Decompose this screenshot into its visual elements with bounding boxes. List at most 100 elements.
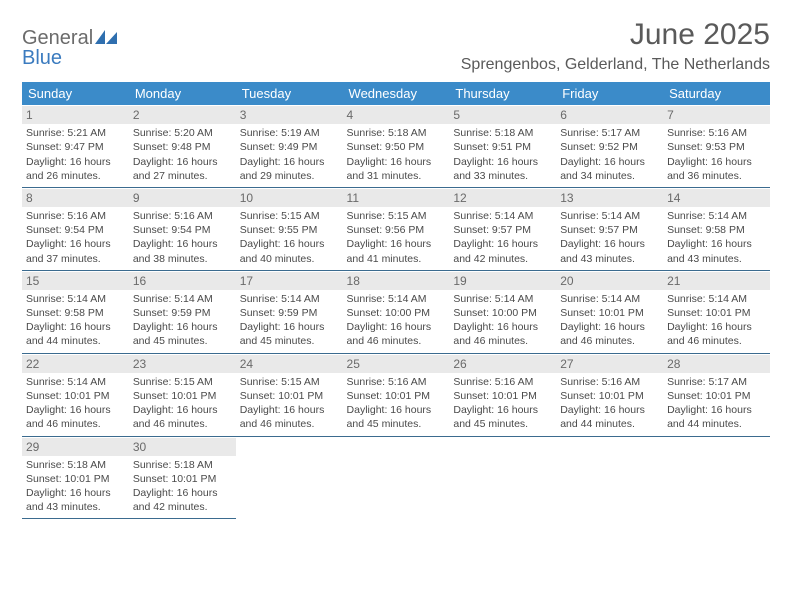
day-number: 28	[663, 355, 770, 373]
location: Sprengenbos, Gelderland, The Netherlands	[461, 56, 770, 74]
daylight-line: Daylight: 16 hours and 43 minutes.	[26, 486, 125, 514]
daylight-line: Daylight: 16 hours and 37 minutes.	[26, 237, 125, 265]
day-number: 8	[22, 189, 129, 207]
sunrise-line: Sunrise: 5:14 AM	[453, 292, 552, 306]
sunset-line: Sunset: 9:48 PM	[133, 140, 232, 154]
sunrise-line: Sunrise: 5:14 AM	[26, 375, 125, 389]
calendar-day-cell: 2 Sunrise: 5:20 AMSunset: 9:48 PMDaylight…	[129, 105, 236, 187]
sunset-line: Sunset: 9:54 PM	[26, 223, 125, 237]
day-number: 29	[22, 438, 129, 456]
calendar-day-cell	[343, 436, 450, 519]
day-number: 21	[663, 272, 770, 290]
daylight-line: Daylight: 16 hours and 45 minutes.	[347, 403, 446, 431]
sunrise-line: Sunrise: 5:14 AM	[560, 209, 659, 223]
calendar-day-cell: 30Sunrise: 5:18 AMSunset: 10:01 PMDaylig…	[129, 436, 236, 519]
sunset-line: Sunset: 10:01 PM	[26, 472, 125, 486]
daylight-line: Daylight: 16 hours and 41 minutes.	[347, 237, 446, 265]
calendar-day-cell: 14Sunrise: 5:14 AMSunset: 9:58 PMDayligh…	[663, 187, 770, 270]
logo: General Blue	[22, 26, 117, 68]
calendar-day-cell	[236, 436, 343, 519]
sunset-line: Sunset: 9:49 PM	[240, 140, 339, 154]
daylight-line: Daylight: 16 hours and 45 minutes.	[133, 320, 232, 348]
weekday-header: Thursday	[449, 82, 556, 105]
sunset-line: Sunset: 10:01 PM	[240, 389, 339, 403]
calendar-day-cell: 16Sunrise: 5:14 AMSunset: 9:59 PMDayligh…	[129, 270, 236, 353]
sunset-line: Sunset: 10:00 PM	[453, 306, 552, 320]
daylight-line: Daylight: 16 hours and 43 minutes.	[667, 237, 766, 265]
sunset-line: Sunset: 9:57 PM	[560, 223, 659, 237]
day-number: 17	[236, 272, 343, 290]
sunrise-line: Sunrise: 5:16 AM	[560, 375, 659, 389]
day-number: 20	[556, 272, 663, 290]
page-title: June 2025	[461, 18, 770, 52]
daylight-line: Daylight: 16 hours and 45 minutes.	[453, 403, 552, 431]
sunset-line: Sunset: 9:59 PM	[133, 306, 232, 320]
daylight-line: Daylight: 16 hours and 44 minutes.	[560, 403, 659, 431]
daylight-line: Daylight: 16 hours and 46 minutes.	[560, 320, 659, 348]
sunset-line: Sunset: 9:59 PM	[240, 306, 339, 320]
calendar-day-cell: 3Sunrise: 5:19 AMSunset: 9:49 PMDaylight…	[236, 105, 343, 187]
sunset-line: Sunset: 10:01 PM	[667, 306, 766, 320]
calendar-day-cell: 22Sunrise: 5:14 AMSunset: 10:01 PMDaylig…	[22, 353, 129, 436]
day-number: 11	[343, 189, 450, 207]
sunset-line: Sunset: 10:01 PM	[133, 389, 232, 403]
calendar-day-cell	[556, 436, 663, 519]
calendar-day-cell: 21Sunrise: 5:14 AMSunset: 10:01 PMDaylig…	[663, 270, 770, 353]
day-number: 18	[343, 272, 450, 290]
sunrise-line: Sunrise: 5:15 AM	[240, 375, 339, 389]
sunrise-line: Sunrise: 5:18 AM	[26, 458, 125, 472]
calendar-day-cell: 8Sunrise: 5:16 AMSunset: 9:54 PMDaylight…	[22, 187, 129, 270]
sunset-line: Sunset: 9:58 PM	[667, 223, 766, 237]
day-number: 24	[236, 355, 343, 373]
calendar-week-row: 22Sunrise: 5:14 AMSunset: 10:01 PMDaylig…	[22, 353, 770, 436]
day-number: 19	[449, 272, 556, 290]
calendar-week-row: 15Sunrise: 5:14 AMSunset: 9:58 PMDayligh…	[22, 270, 770, 353]
daylight-line: Daylight: 16 hours and 38 minutes.	[133, 237, 232, 265]
sunset-line: Sunset: 9:47 PM	[26, 140, 125, 154]
calendar-day-cell: 20Sunrise: 5:14 AMSunset: 10:01 PMDaylig…	[556, 270, 663, 353]
daylight-line: Daylight: 16 hours and 44 minutes.	[667, 403, 766, 431]
weekday-header: Sunday	[22, 82, 129, 105]
calendar-day-cell	[449, 436, 556, 519]
calendar-day-cell: 7Sunrise: 5:16 AMSunset: 9:53 PMDaylight…	[663, 105, 770, 187]
daylight-line: Daylight: 16 hours and 42 minutes.	[133, 486, 232, 514]
calendar-day-cell: 6Sunrise: 5:17 AMSunset: 9:52 PMDaylight…	[556, 105, 663, 187]
calendar-day-cell: 24Sunrise: 5:15 AMSunset: 10:01 PMDaylig…	[236, 353, 343, 436]
day-number: 3	[236, 106, 343, 124]
sunrise-line: Sunrise: 5:16 AM	[347, 375, 446, 389]
sunrise-line: Sunrise: 5:16 AM	[667, 126, 766, 140]
sunrise-line: Sunrise: 5:21 AM	[26, 126, 125, 140]
sunrise-line: Sunrise: 5:17 AM	[667, 375, 766, 389]
sunset-line: Sunset: 9:53 PM	[667, 140, 766, 154]
calendar-day-cell: 4Sunrise: 5:18 AMSunset: 9:50 PMDaylight…	[343, 105, 450, 187]
day-number: 27	[556, 355, 663, 373]
daylight-line: Daylight: 16 hours and 45 minutes.	[240, 320, 339, 348]
sunset-line: Sunset: 9:55 PM	[240, 223, 339, 237]
sunrise-line: Sunrise: 5:18 AM	[347, 126, 446, 140]
calendar-day-cell: 18Sunrise: 5:14 AMSunset: 10:00 PMDaylig…	[343, 270, 450, 353]
weekday-header: Saturday	[663, 82, 770, 105]
daylight-line: Daylight: 16 hours and 27 minutes.	[133, 155, 232, 183]
daylight-line: Daylight: 16 hours and 34 minutes.	[560, 155, 659, 183]
day-number: 13	[556, 189, 663, 207]
calendar-day-cell: 1Sunrise: 5:21 AMSunset: 9:47 PMDaylight…	[22, 105, 129, 187]
logo-word-1: General	[22, 27, 93, 49]
daylight-line: Daylight: 16 hours and 40 minutes.	[240, 237, 339, 265]
sunset-line: Sunset: 9:52 PM	[560, 140, 659, 154]
sunset-line: Sunset: 9:57 PM	[453, 223, 552, 237]
day-number: 14	[663, 189, 770, 207]
daylight-line: Daylight: 16 hours and 46 minutes.	[347, 320, 446, 348]
sunset-line: Sunset: 10:00 PM	[347, 306, 446, 320]
calendar-day-cell: 13Sunrise: 5:14 AMSunset: 9:57 PMDayligh…	[556, 187, 663, 270]
day-number: 2	[129, 106, 236, 124]
day-number: 10	[236, 189, 343, 207]
sunrise-line: Sunrise: 5:14 AM	[26, 292, 125, 306]
calendar-day-cell: 23Sunrise: 5:15 AMSunset: 10:01 PMDaylig…	[129, 353, 236, 436]
calendar-day-cell: 5Sunrise: 5:18 AMSunset: 9:51 PMDaylight…	[449, 105, 556, 187]
calendar-day-cell: 15Sunrise: 5:14 AMSunset: 9:58 PMDayligh…	[22, 270, 129, 353]
sunrise-line: Sunrise: 5:20 AM	[133, 126, 232, 140]
sunset-line: Sunset: 10:01 PM	[133, 472, 232, 486]
day-number: 23	[129, 355, 236, 373]
calendar-day-cell: 19Sunrise: 5:14 AMSunset: 10:00 PMDaylig…	[449, 270, 556, 353]
day-number: 6	[556, 106, 663, 124]
